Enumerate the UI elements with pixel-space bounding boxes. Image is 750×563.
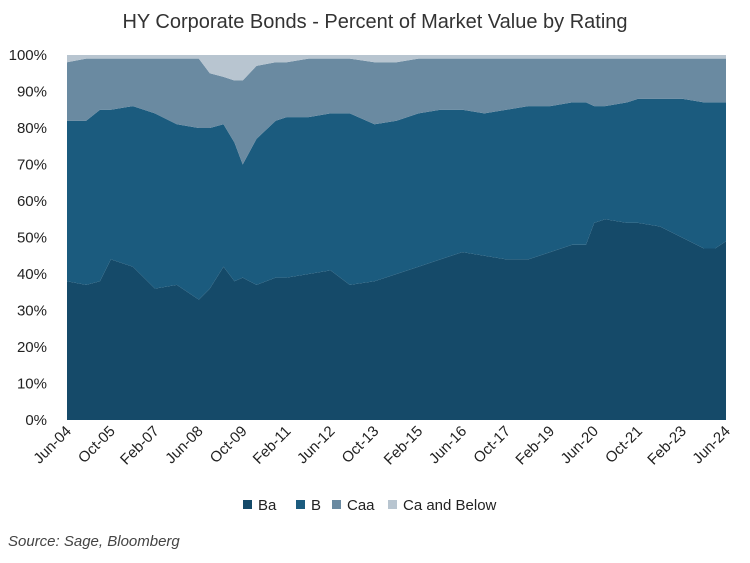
- area-series-ba: [67, 219, 726, 420]
- y-tick-label: 10%: [17, 376, 47, 393]
- x-tick-label: Feb-07: [117, 423, 163, 469]
- area-series-ca-and-below: [67, 55, 726, 81]
- x-tick-label: Jun-24: [689, 423, 733, 467]
- stacked-areas: [67, 55, 726, 420]
- x-tick-label: Oct-13: [339, 423, 383, 467]
- y-tick-label: 50%: [17, 230, 47, 247]
- legend-swatch-b: [296, 500, 305, 509]
- x-tick-label: Oct-09: [207, 423, 251, 467]
- legend-label-ca-and-below: Ca and Below: [403, 497, 497, 514]
- legend-swatch-ca-and-below: [388, 500, 397, 509]
- y-axis-ticks: 0% 10% 20% 30% 40% 50% 60% 70% 80% 90% 100%: [9, 47, 47, 429]
- legend-label-b: B: [311, 497, 321, 514]
- source-note: Source: Sage, Bloomberg: [8, 533, 180, 550]
- legend-swatch-caa: [332, 500, 341, 509]
- y-tick-label: 20%: [17, 339, 47, 356]
- x-tick-label: Jun-16: [426, 423, 470, 467]
- y-tick-label: 90%: [17, 84, 47, 101]
- y-tick-label: 80%: [17, 120, 47, 137]
- area-series-caa: [67, 58, 726, 165]
- y-tick-label: 60%: [17, 193, 47, 210]
- y-tick-label: 0%: [25, 412, 47, 429]
- x-tick-label: Jun-08: [162, 423, 206, 467]
- x-tick-label: Jun-12: [294, 423, 338, 467]
- x-tick-label: Oct-05: [75, 423, 119, 467]
- legend: Ba B Caa Ca and Below: [243, 497, 497, 514]
- y-tick-label: 40%: [17, 266, 47, 283]
- x-tick-label: Jun-20: [558, 423, 602, 467]
- y-tick-label: 30%: [17, 303, 47, 320]
- x-tick-label: Feb-15: [381, 423, 427, 469]
- x-tick-label: Feb-23: [644, 423, 690, 469]
- legend-label-caa: Caa: [347, 497, 375, 514]
- y-tick-label: 70%: [17, 157, 47, 174]
- legend-swatch-ba: [243, 500, 252, 509]
- area-series-b: [67, 98, 726, 300]
- legend-label-ba: Ba: [258, 497, 277, 514]
- x-tick-label: Oct-17: [470, 423, 514, 467]
- chart-title: HY Corporate Bonds - Percent of Market V…: [122, 11, 627, 33]
- x-tick-label: Feb-19: [512, 423, 558, 469]
- y-tick-label: 100%: [9, 47, 47, 64]
- x-tick-label: Oct-21: [602, 423, 646, 467]
- x-tick-label: Feb-11: [250, 423, 295, 468]
- x-tick-label: Jun-04: [30, 423, 74, 467]
